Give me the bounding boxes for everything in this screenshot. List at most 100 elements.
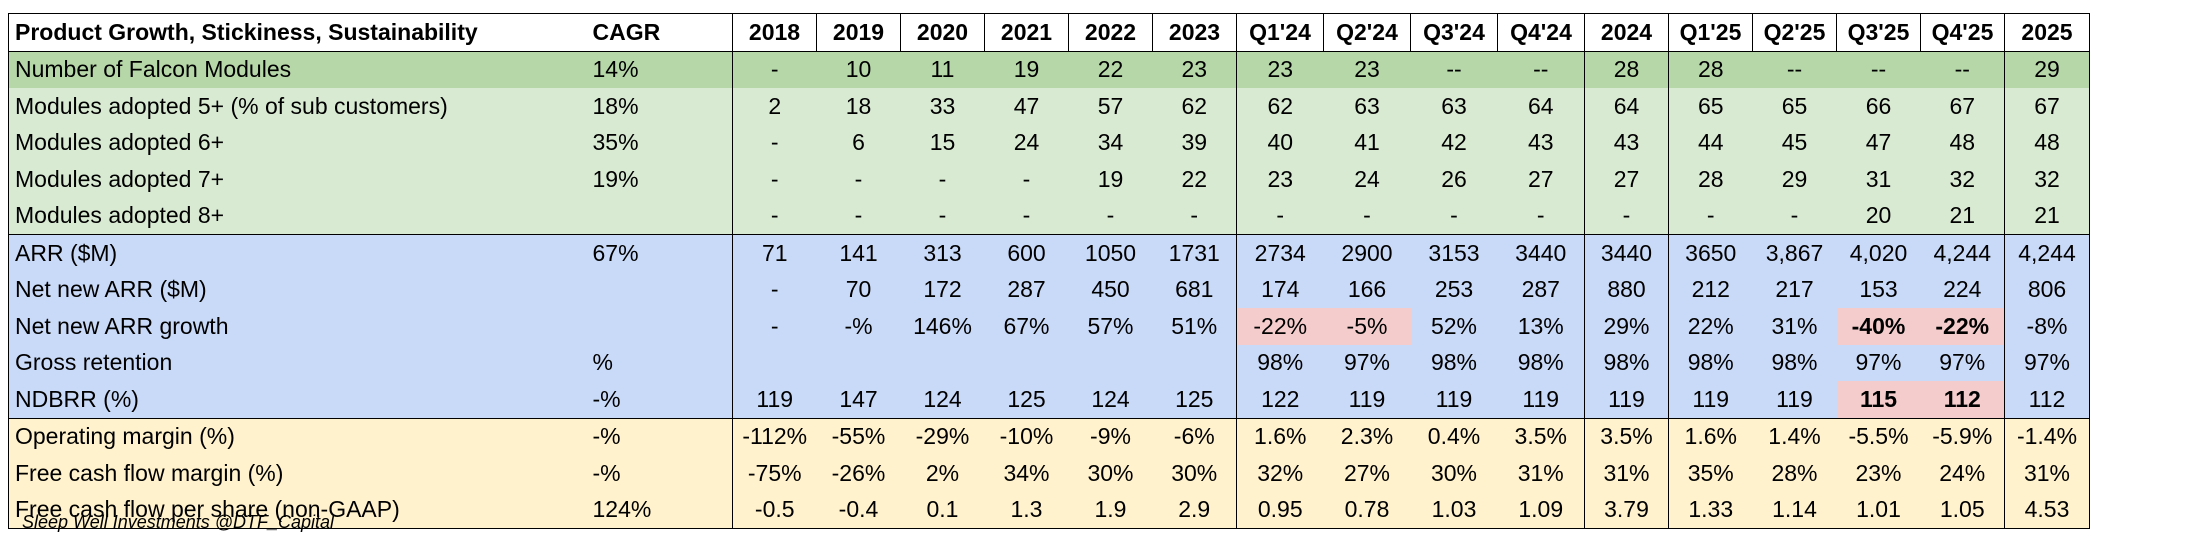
- metrics-table: Product Growth, Stickiness, Sustainabili…: [8, 13, 2090, 529]
- metric-cell: 26: [1410, 161, 1498, 198]
- metric-cell: -0.5: [732, 491, 817, 529]
- metric-cell: 880: [1584, 271, 1669, 308]
- metric-cell: 217: [1752, 271, 1837, 308]
- metric-cell: 141: [816, 234, 901, 272]
- metric-cell: 32%: [1236, 455, 1324, 492]
- metric-cell: 24%: [1920, 455, 2005, 492]
- metric-cell: 1.3: [984, 491, 1069, 529]
- metric-cell: 124: [900, 381, 985, 418]
- row-label: Modules adopted 7+: [8, 161, 587, 198]
- metric-cell: 2.3%: [1323, 417, 1411, 455]
- metric-cell: 45: [1752, 124, 1837, 161]
- metric-cell: 64: [1497, 88, 1585, 125]
- metric-cell: [816, 344, 901, 381]
- metric-cell: 98%: [1668, 344, 1753, 381]
- metric-cell: 115: [1836, 381, 1921, 418]
- metric-cell: 2.9: [1152, 491, 1237, 529]
- metric-cell: 119: [1497, 381, 1585, 418]
- metric-cell: 2: [732, 88, 817, 125]
- metric-cell: 119: [732, 381, 817, 418]
- period-header: Q1'25: [1668, 13, 1753, 52]
- cagr-value: [586, 308, 733, 345]
- metric-cell: 24: [1323, 161, 1411, 198]
- metric-cell: 4.53: [2004, 491, 2090, 529]
- metric-cell: 29: [1752, 161, 1837, 198]
- metric-cell: 21: [1920, 197, 2005, 235]
- table-row: Free cash flow per share (non-GAAP) 124% -…: [8, 491, 2090, 529]
- metric-cell: 63: [1323, 88, 1411, 125]
- cagr-value: -%: [586, 417, 733, 455]
- metric-cell: 112: [2004, 381, 2090, 418]
- row-label: Modules adopted 5+ (% of sub customers): [8, 88, 587, 125]
- metric-cell: 112: [1920, 381, 2005, 418]
- table-row: Modules adopted 5+ (% of sub customers) 1…: [8, 88, 2090, 125]
- metric-cell: 146%: [900, 308, 985, 345]
- table-row: Operating margin (%) -% -112% -55% -29% -10% -…: [8, 417, 2090, 455]
- metric-cell: -: [732, 197, 817, 235]
- cagr-value: 35%: [586, 124, 733, 161]
- period-header: 2021: [984, 13, 1069, 52]
- cagr-value: 124%: [586, 491, 733, 529]
- metric-cell: 65: [1668, 88, 1753, 125]
- metric-cell: 98%: [1236, 344, 1324, 381]
- metric-cell: -: [900, 197, 985, 235]
- metric-cell: 1.14: [1752, 491, 1837, 529]
- metric-cell: 98%: [1497, 344, 1585, 381]
- metric-cell: 31%: [1584, 455, 1669, 492]
- metric-cell: -: [1752, 197, 1837, 235]
- table-header-row: Product Growth, Stickiness, Sustainabili…: [8, 13, 2090, 52]
- metric-cell: 224: [1920, 271, 2005, 308]
- metric-cell: 22: [1152, 161, 1237, 198]
- metric-cell: -%: [816, 308, 901, 345]
- metric-cell: 3.5%: [1497, 417, 1585, 455]
- row-label: Modules adopted 6+: [8, 124, 587, 161]
- metric-cell: 47: [1836, 124, 1921, 161]
- metric-cell: 33: [900, 88, 985, 125]
- metric-cell: 3440: [1497, 234, 1585, 272]
- metric-cell: [900, 344, 985, 381]
- metric-cell: 119: [1323, 381, 1411, 418]
- metric-cell: 1.9: [1068, 491, 1153, 529]
- metric-cell: -22%: [1920, 308, 2005, 345]
- metric-cell: -0.4: [816, 491, 901, 529]
- cagr-value: 18%: [586, 88, 733, 125]
- metric-cell: 600: [984, 234, 1069, 272]
- metric-cell: 125: [1152, 381, 1237, 418]
- metric-cell: 67: [1920, 88, 2005, 125]
- metric-cell: 119: [1410, 381, 1498, 418]
- metric-cell: 1.6%: [1668, 417, 1753, 455]
- metric-cell: -: [732, 51, 817, 88]
- metric-cell: -: [1497, 197, 1585, 235]
- period-header: Q3'24: [1410, 13, 1498, 52]
- metric-cell: 23: [1236, 51, 1324, 88]
- row-label: Number of Falcon Modules: [8, 51, 587, 88]
- metric-cell: -: [732, 124, 817, 161]
- metric-cell: -5.5%: [1836, 417, 1921, 455]
- metric-cell: 119: [1668, 381, 1753, 418]
- metric-cell: 1.6%: [1236, 417, 1324, 455]
- metric-cell: -: [900, 161, 985, 198]
- metric-cell: 30%: [1152, 455, 1237, 492]
- metric-cell: 4,244: [2004, 234, 2090, 272]
- metric-cell: 13%: [1497, 308, 1585, 345]
- metric-cell: 21: [2004, 197, 2090, 235]
- metric-cell: 3.5%: [1584, 417, 1669, 455]
- metric-cell: 67: [2004, 88, 2090, 125]
- metric-cell: 29: [2004, 51, 2090, 88]
- metric-cell: --: [1836, 51, 1921, 88]
- metric-cell: 62: [1236, 88, 1324, 125]
- metric-cell: 43: [1497, 124, 1585, 161]
- table-row: Net new ARR ($M) -70 172 287 450 681 174 166 253…: [8, 271, 2090, 308]
- metrics-table-container: Product Growth, Stickiness, Sustainabili…: [8, 13, 2090, 529]
- metric-cell: 48: [1920, 124, 2005, 161]
- metric-cell: 44: [1668, 124, 1753, 161]
- metric-cell: -: [732, 308, 817, 345]
- metric-cell: 20: [1836, 197, 1921, 235]
- metric-cell: -22%: [1236, 308, 1324, 345]
- metric-cell: 15: [900, 124, 985, 161]
- metric-cell: 122: [1236, 381, 1324, 418]
- metric-cell: 3,867: [1752, 234, 1837, 272]
- table-title: Product Growth, Stickiness, Sustainabili…: [8, 13, 587, 52]
- metric-cell: 66: [1836, 88, 1921, 125]
- cagr-value: [586, 197, 733, 235]
